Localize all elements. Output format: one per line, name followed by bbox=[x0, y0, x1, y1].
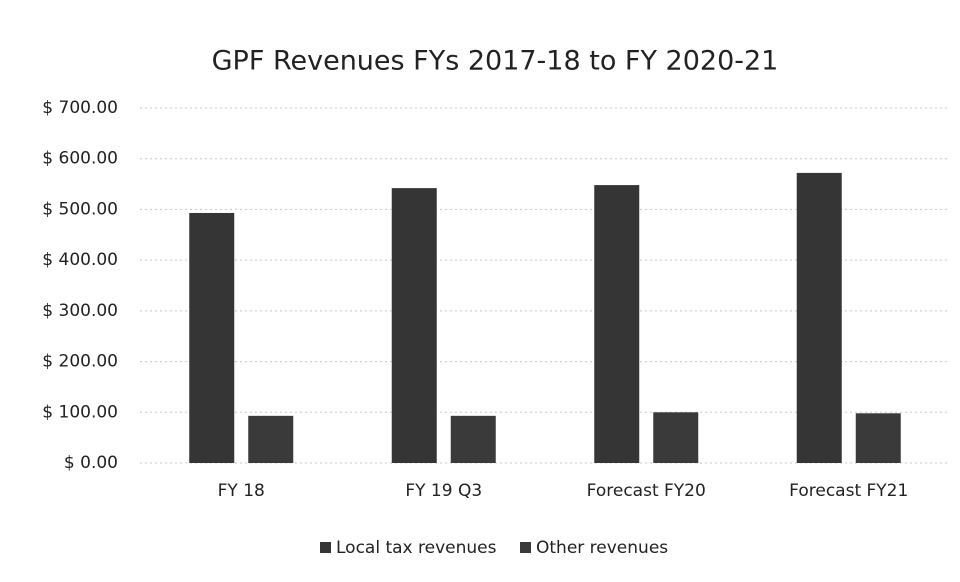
bar bbox=[855, 413, 901, 463]
x-tick-label: Forecast FY21 bbox=[789, 481, 908, 501]
y-tick-label: $ 700.00 bbox=[42, 98, 118, 118]
legend-swatch bbox=[320, 542, 331, 553]
y-tick-label: $ 100.00 bbox=[42, 402, 118, 422]
legend-swatch bbox=[520, 542, 531, 553]
y-tick-label: $ 300.00 bbox=[42, 301, 118, 321]
bar bbox=[653, 412, 699, 463]
bar bbox=[189, 212, 235, 463]
x-tick-label: FY 18 bbox=[218, 481, 265, 501]
y-tick-label: $ 600.00 bbox=[42, 149, 118, 169]
x-tick-label: FY 19 Q3 bbox=[405, 481, 482, 501]
x-tick-label: Forecast FY20 bbox=[587, 481, 706, 501]
y-tick-label: $ 500.00 bbox=[42, 199, 118, 219]
bar bbox=[391, 188, 437, 463]
bar bbox=[248, 415, 294, 463]
bar bbox=[594, 185, 640, 464]
y-tick-label: $ 200.00 bbox=[42, 352, 118, 372]
chart-title: GPF Revenues FYs 2017-18 to FY 2020-21 bbox=[212, 46, 779, 77]
legend-label: Local tax revenues bbox=[336, 538, 497, 558]
y-tick-label: $ 0.00 bbox=[64, 453, 118, 473]
bar bbox=[450, 415, 496, 463]
legend-label: Other revenues bbox=[536, 538, 668, 558]
y-tick-label: $ 400.00 bbox=[42, 250, 118, 270]
bar bbox=[796, 172, 842, 463]
